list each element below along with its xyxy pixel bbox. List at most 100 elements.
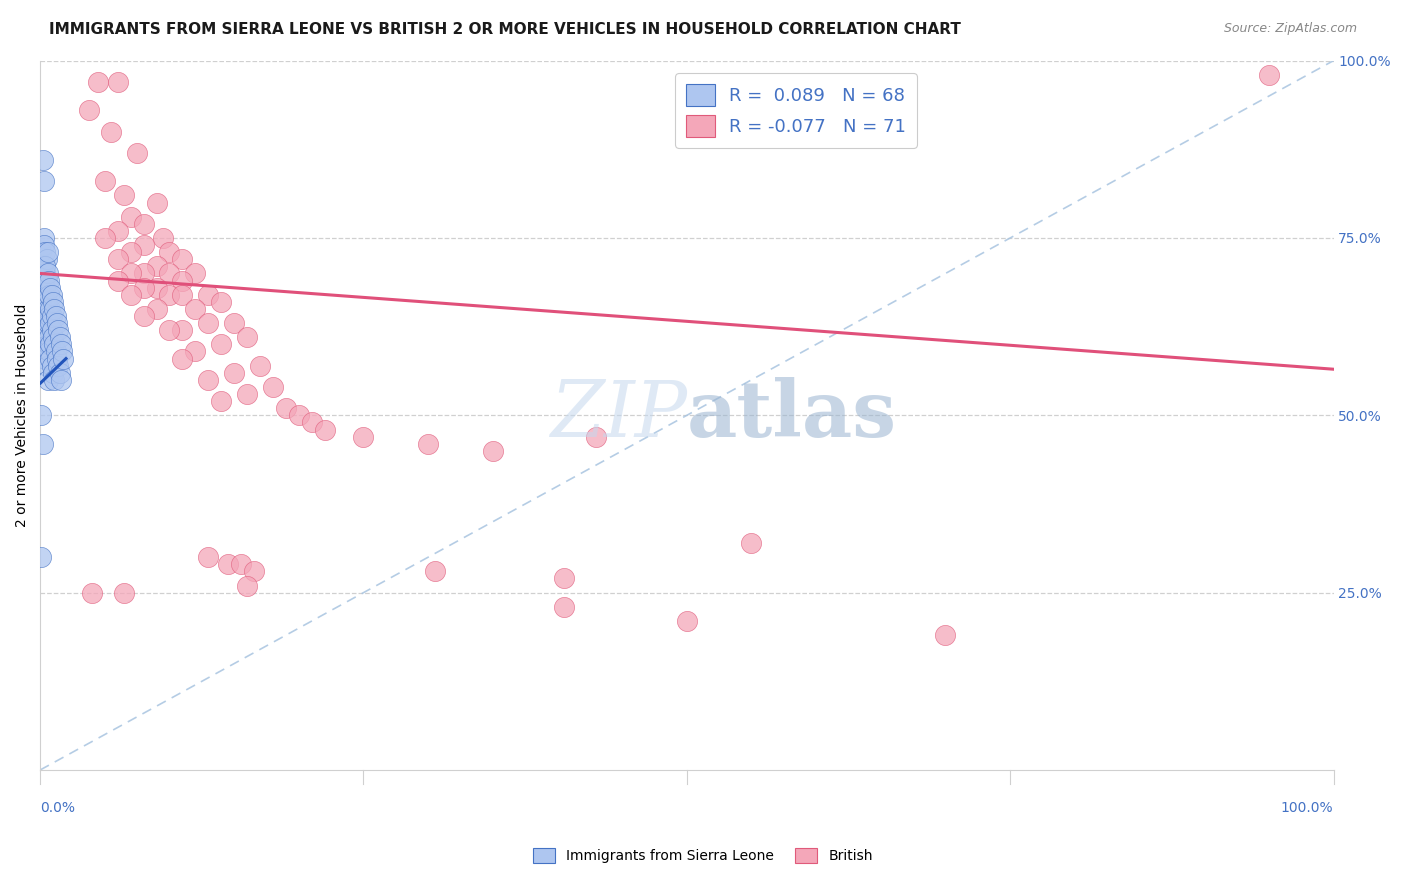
Point (38, 344, 60, 359)
Point (30, 550, 52, 565)
Point (209, 337, 232, 351)
Point (31, 287, 53, 301)
Point (34, 309, 56, 323)
Point (42, 294, 65, 309)
Point (229, 558, 252, 572)
Point (31, 436, 53, 450)
Point (236, 330, 259, 344)
Point (107, 75, 129, 89)
Text: IMMIGRANTS FROM SIERRA LEONE VS BRITISH 2 OR MORE VEHICLES IN HOUSEHOLD CORRELAT: IMMIGRANTS FROM SIERRA LEONE VS BRITISH … (49, 22, 962, 37)
Point (107, 252, 129, 267)
Point (184, 267, 207, 281)
Point (35, 323, 58, 337)
Point (675, 614, 697, 628)
Point (32, 174, 55, 188)
Point (288, 409, 311, 423)
Text: ZIP: ZIP (550, 377, 686, 453)
Point (34, 267, 56, 281)
Point (38, 287, 60, 301)
Point (553, 599, 575, 614)
Point (159, 287, 181, 301)
Point (112, 585, 135, 599)
Point (132, 280, 155, 294)
Point (38, 309, 60, 323)
Point (39, 316, 62, 330)
Point (41, 359, 63, 373)
Point (30, 309, 52, 323)
Point (41, 287, 63, 301)
Point (39, 337, 62, 351)
Point (172, 323, 194, 337)
Point (34, 245, 56, 260)
Point (120, 287, 142, 301)
Text: 0.0%: 0.0% (41, 800, 75, 814)
Point (172, 252, 194, 267)
Point (87, 75, 110, 89)
Point (159, 245, 181, 260)
Point (30, 409, 52, 423)
Point (553, 572, 575, 586)
Point (184, 344, 207, 359)
Point (107, 274, 129, 288)
Point (34, 260, 56, 274)
Point (45, 351, 67, 366)
Point (301, 416, 323, 430)
Point (37, 337, 59, 351)
Point (30, 245, 52, 260)
Point (46, 359, 69, 373)
Point (46, 323, 69, 337)
Point (38, 330, 60, 344)
Point (94, 174, 117, 188)
Point (112, 188, 135, 202)
Point (34, 351, 56, 366)
Point (31, 280, 53, 294)
Point (159, 323, 181, 337)
Point (48, 330, 70, 344)
Text: 100.0%: 100.0% (1281, 800, 1333, 814)
Point (41, 309, 63, 323)
Point (44, 373, 66, 387)
Point (38, 274, 60, 288)
Point (172, 274, 194, 288)
Point (132, 267, 155, 281)
Point (42, 366, 65, 380)
Point (44, 337, 66, 351)
Point (209, 394, 232, 409)
Point (262, 380, 284, 394)
Point (481, 443, 503, 458)
Point (197, 316, 219, 330)
Point (35, 359, 58, 373)
Point (585, 429, 607, 443)
Point (37, 301, 59, 316)
Point (242, 565, 264, 579)
Point (209, 294, 232, 309)
Point (120, 210, 142, 224)
Point (172, 351, 194, 366)
Point (35, 294, 58, 309)
Point (45, 344, 67, 359)
Point (80, 585, 103, 599)
Point (100, 125, 122, 139)
Point (32, 287, 55, 301)
Point (32, 337, 55, 351)
Point (52, 351, 75, 366)
Point (42, 330, 65, 344)
Point (32, 238, 55, 252)
Point (49, 373, 72, 387)
Point (423, 565, 446, 579)
Point (934, 628, 956, 642)
Point (32, 274, 55, 288)
Point (32, 231, 55, 245)
Point (51, 344, 73, 359)
Point (37, 373, 59, 387)
Point (34, 280, 56, 294)
Point (184, 301, 207, 316)
Point (31, 301, 53, 316)
Point (37, 316, 59, 330)
Point (217, 558, 239, 572)
Point (249, 359, 271, 373)
Point (37, 267, 59, 281)
Point (39, 280, 62, 294)
Point (39, 301, 62, 316)
Point (48, 366, 70, 380)
